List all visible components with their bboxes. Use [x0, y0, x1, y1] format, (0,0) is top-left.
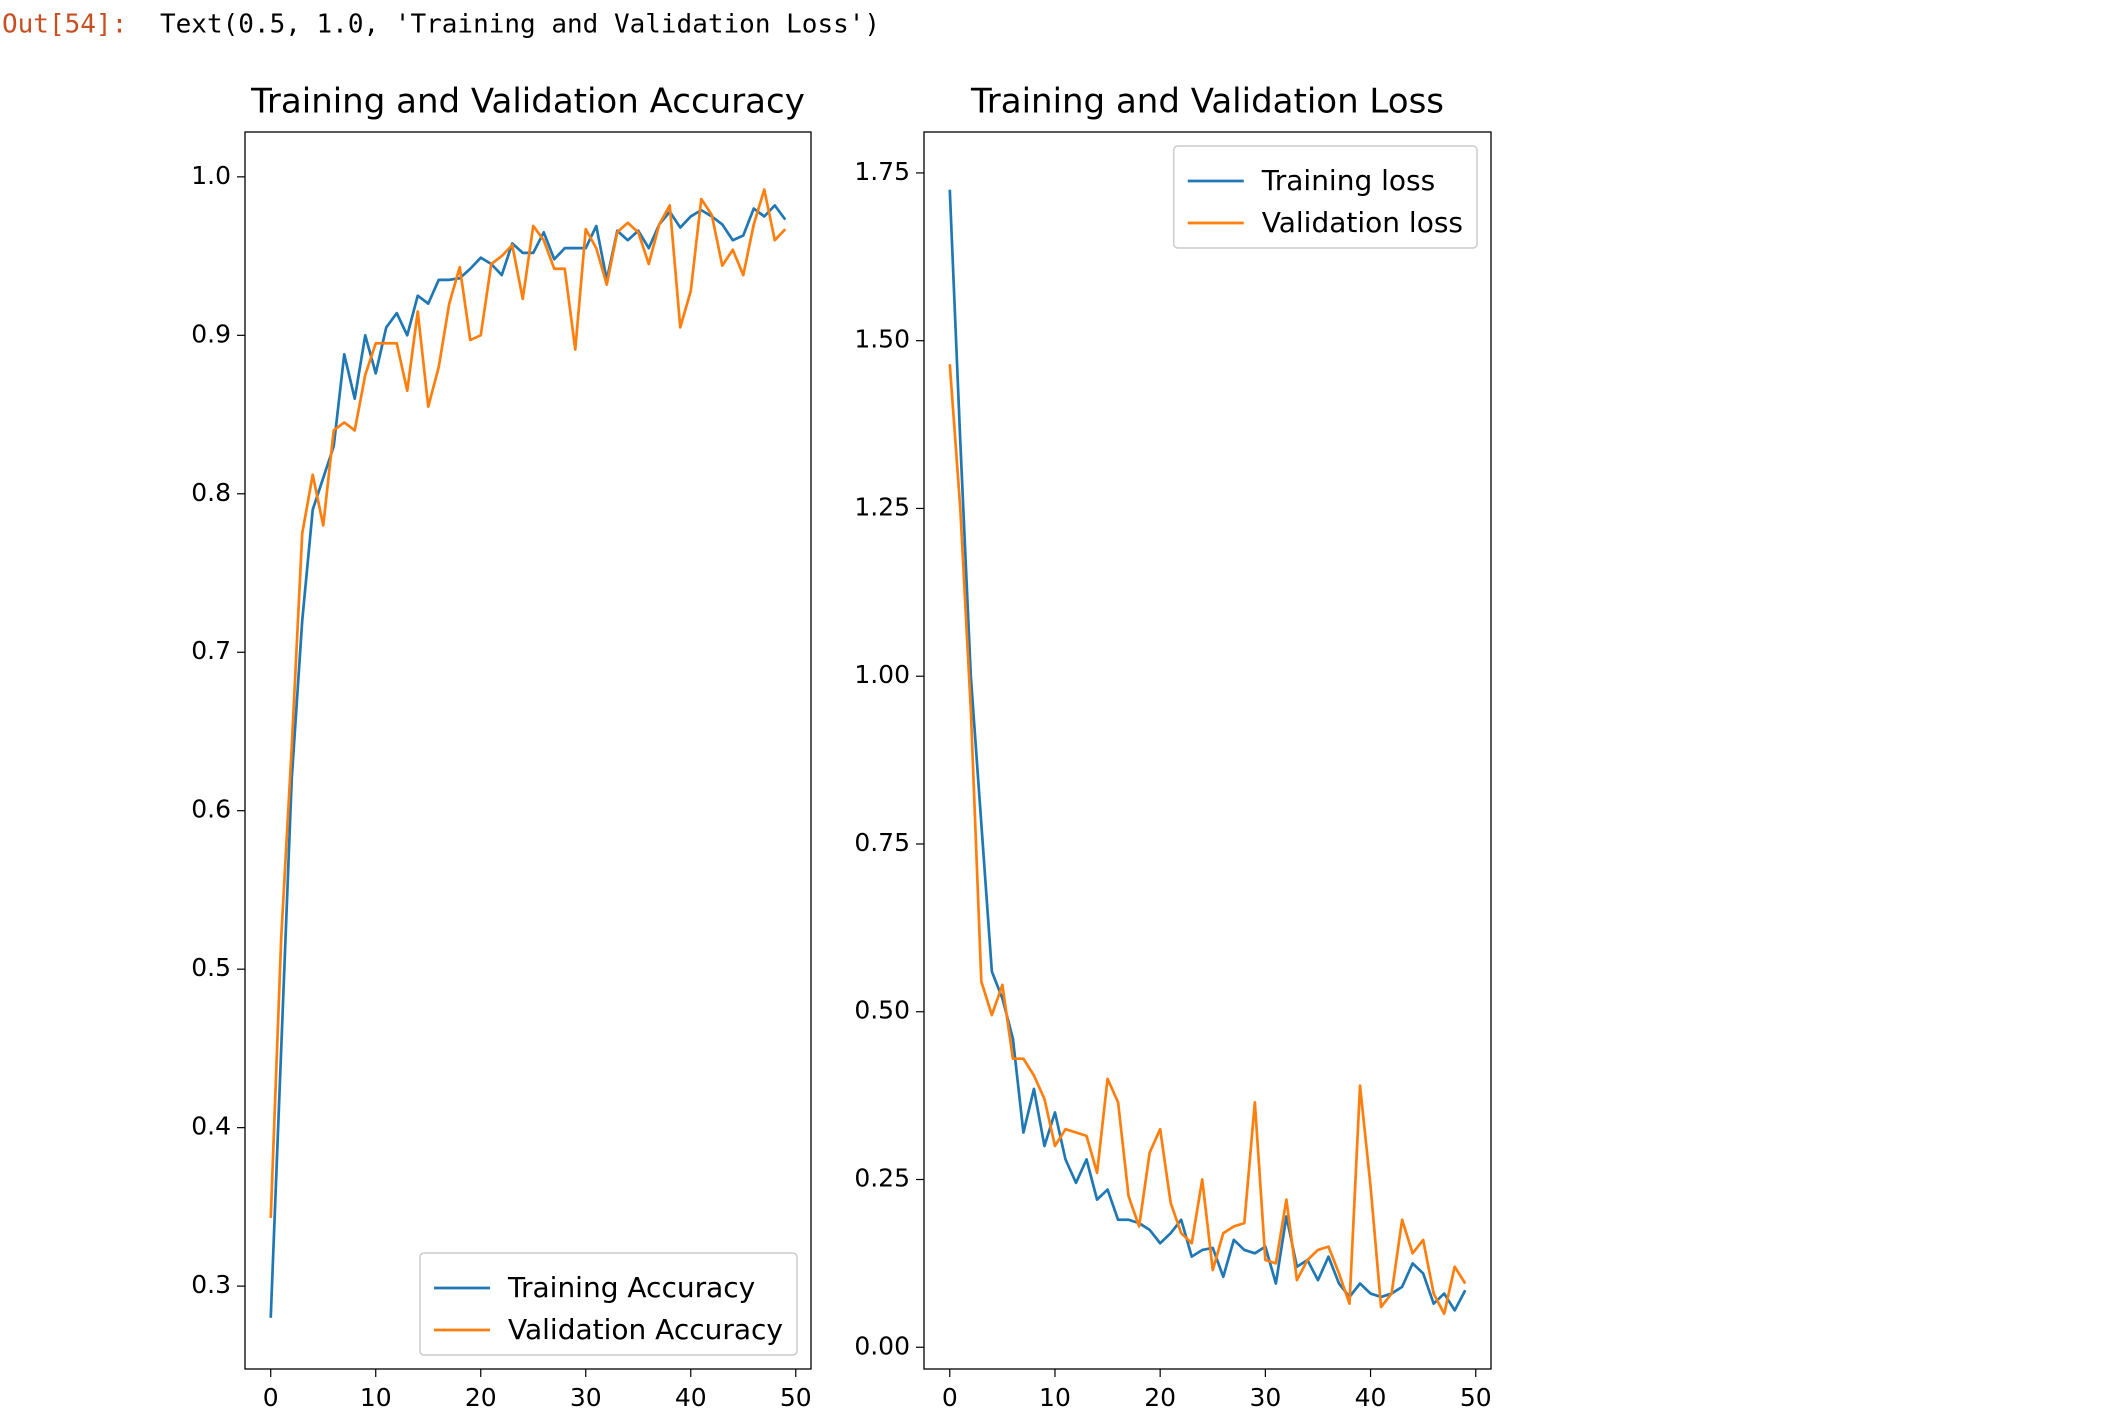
y-tick-label: 0.9 [191, 319, 231, 348]
x-tick-label: 10 [1039, 1383, 1071, 1412]
y-tick-label: 1.00 [854, 660, 910, 689]
y-tick-label: 0.4 [191, 1112, 231, 1141]
legend-box [419, 1252, 798, 1356]
x-tick-label: 20 [1144, 1383, 1176, 1412]
legend: Training loss Validation loss [1173, 145, 1478, 249]
y-tick-label: 0.50 [854, 996, 910, 1025]
y-tick-label: 0.5 [191, 953, 231, 982]
series-line [269, 188, 787, 1219]
y-tick-label: 0.00 [854, 1331, 910, 1360]
x-tick-label: 50 [1460, 1383, 1492, 1412]
x-tick-label: 30 [570, 1383, 602, 1412]
y-tick-label: 0.25 [854, 1163, 910, 1192]
legend: Training Accuracy Validation Accuracy [419, 1252, 798, 1356]
series-line [948, 364, 1467, 1316]
x-tick-label: 20 [465, 1383, 497, 1412]
series-line [948, 189, 1467, 1312]
x-tick-label: 40 [675, 1383, 707, 1412]
legend-label: Validation loss [1262, 206, 1463, 239]
x-tick-label: 10 [360, 1383, 392, 1412]
x-tick-label: 50 [780, 1383, 812, 1412]
y-tick-label: 0.8 [191, 478, 231, 507]
y-tick-label: 0.6 [191, 795, 231, 824]
x-tick-label: 0 [263, 1383, 279, 1412]
series-line [269, 204, 787, 1318]
axes-frame [923, 131, 1492, 1370]
chart-title: Training and Validation Loss [970, 82, 1444, 122]
x-tick-label: 0 [942, 1383, 958, 1412]
output-prompt: Out[54]: [2, 10, 127, 40]
output-text: Text(0.5, 1.0, 'Training and Validation … [160, 10, 880, 40]
y-tick-label: 0.7 [191, 636, 231, 665]
chart-title: Training and Validation Accuracy [250, 82, 805, 122]
y-tick-label: 0.75 [854, 828, 910, 857]
legend-label: Training Accuracy [507, 1271, 755, 1304]
legend-label: Validation Accuracy [508, 1313, 783, 1346]
y-tick-label: 1.50 [854, 325, 910, 354]
y-tick-label: 0.3 [191, 1270, 231, 1299]
y-tick-label: 1.0 [191, 161, 231, 190]
legend-box [1173, 145, 1478, 249]
y-tick-label: 1.75 [854, 157, 910, 186]
y-tick-label: 1.25 [854, 492, 910, 521]
x-tick-label: 30 [1249, 1383, 1281, 1412]
axes-frame [244, 131, 812, 1370]
legend-label: Training loss [1261, 164, 1435, 197]
x-tick-label: 40 [1355, 1383, 1387, 1412]
